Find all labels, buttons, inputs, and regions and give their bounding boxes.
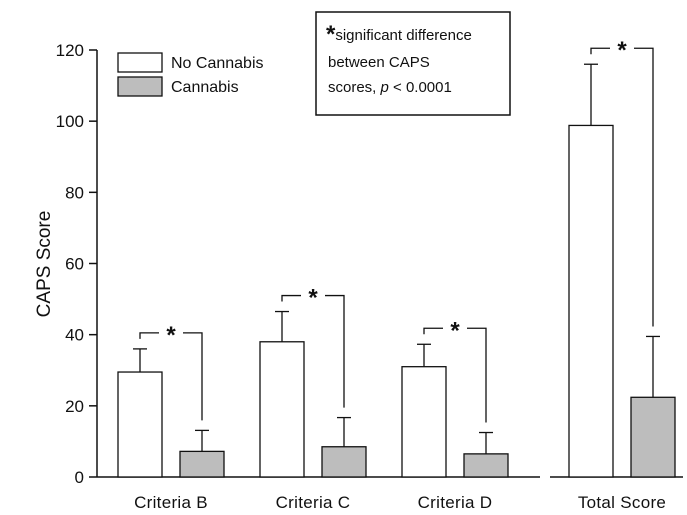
significance-bracket-right-criteria-c bbox=[325, 294, 345, 408]
bar-criteria-b-cannabis bbox=[179, 450, 225, 478]
bar-criteria-d-no-cannabis bbox=[401, 366, 447, 478]
legend-label-no-cannabis: No Cannabis bbox=[171, 55, 264, 72]
y-tick-label-120: 120 bbox=[56, 41, 84, 60]
significance-bracket-right-total-score bbox=[634, 47, 654, 327]
significance-note-line2: between CAPS bbox=[328, 54, 430, 71]
category-label-criteria-b: Criteria B bbox=[134, 493, 208, 512]
y-tick-label-100: 100 bbox=[56, 112, 84, 131]
y-tick-label-20: 20 bbox=[65, 397, 84, 416]
y-tick-label-80: 80 bbox=[65, 183, 84, 202]
significance-note-star: * bbox=[326, 21, 336, 48]
y-axis-title: CAPS Score bbox=[34, 211, 55, 318]
significance-note-threshold: < 0.0001 bbox=[389, 79, 452, 96]
bar-total-score-cannabis bbox=[630, 396, 676, 478]
category-label-total-score: Total Score bbox=[578, 493, 666, 512]
bar-total-score-no-cannabis bbox=[568, 124, 614, 478]
significance-bracket-left-total-score bbox=[590, 47, 610, 55]
legend-swatch-cannabis bbox=[117, 76, 163, 97]
y-tick-label-0: 0 bbox=[75, 468, 84, 487]
legend: No Cannabis Cannabis bbox=[117, 52, 264, 97]
significance-note-line1: *significant difference bbox=[326, 21, 472, 48]
axes: 0 20 40 60 80 100 120 bbox=[56, 41, 683, 487]
y-tick-label-40: 40 bbox=[65, 326, 84, 345]
significance-star-criteria-d: * bbox=[450, 317, 460, 344]
significance-note: *significant difference between CAPS sco… bbox=[315, 11, 511, 116]
significance-bracket-right-criteria-b bbox=[183, 332, 203, 421]
legend-label-cannabis: Cannabis bbox=[171, 79, 239, 96]
significance-star-criteria-b: * bbox=[166, 322, 176, 349]
bar-criteria-d-cannabis bbox=[463, 453, 509, 478]
significance-note-text1: significant difference bbox=[335, 27, 471, 44]
significance-note-p: p bbox=[380, 79, 389, 96]
bar-criteria-c-no-cannabis bbox=[259, 341, 305, 478]
significance-note-box bbox=[315, 11, 511, 116]
significance-bracket-left-criteria-c bbox=[281, 294, 301, 302]
significance-note-line3: scores, p < 0.0001 bbox=[328, 79, 452, 96]
significance-bracket-left-criteria-d bbox=[423, 327, 443, 335]
significance-bracket-left-criteria-b bbox=[139, 332, 159, 339]
significance-bracket-right-criteria-d bbox=[467, 327, 487, 423]
significance-star-criteria-c: * bbox=[308, 285, 318, 312]
legend-swatch-no-cannabis bbox=[117, 52, 163, 73]
bar-criteria-c-cannabis bbox=[321, 446, 367, 478]
bars: * Criteria B * Criteria C * Criteria D * Total … bbox=[117, 37, 676, 512]
category-label-criteria-d: Criteria D bbox=[418, 493, 493, 512]
category-label-criteria-c: Criteria C bbox=[276, 493, 351, 512]
significance-star-total-score: * bbox=[617, 37, 627, 64]
bar-criteria-b-no-cannabis bbox=[117, 371, 163, 478]
y-tick-label-60: 60 bbox=[65, 255, 84, 274]
significance-note-prefix: scores, bbox=[328, 79, 381, 96]
